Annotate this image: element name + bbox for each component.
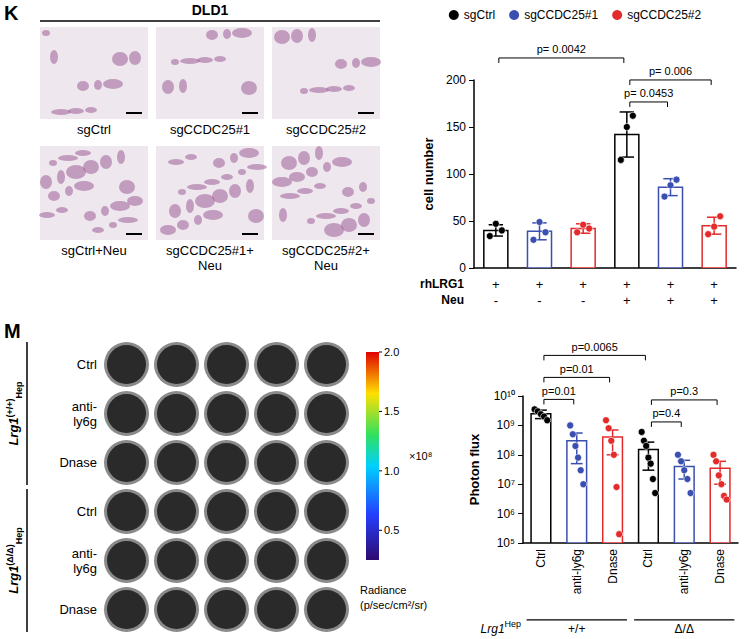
svg-text:anti-: anti-: [72, 546, 97, 561]
svg-text:1.0: 1.0: [384, 465, 399, 477]
svg-text:M: M: [4, 320, 21, 342]
svg-text:+: +: [667, 293, 675, 308]
svg-text:cell number: cell number: [421, 138, 436, 211]
svg-text:Neu: Neu: [198, 258, 222, 273]
svg-text:Lrg1(Δ/Δ)Hep: Lrg1(Δ/Δ)Hep: [5, 527, 24, 594]
svg-text:-: -: [581, 293, 585, 308]
svg-text:-: -: [494, 293, 498, 308]
svg-text:anti-ly6g: anti-ly6g: [570, 549, 584, 594]
svg-text:(p/sec/cm²/sr): (p/sec/cm²/sr): [360, 599, 427, 611]
svg-text:50: 50: [453, 214, 467, 228]
svg-text:Ctrl: Ctrl: [641, 549, 655, 568]
svg-text:sgCCDC25#2: sgCCDC25#2: [286, 122, 366, 137]
svg-text:10⁸: 10⁸: [497, 448, 515, 462]
svg-text:+: +: [623, 293, 631, 308]
svg-text:-: -: [537, 293, 541, 308]
svg-text:0: 0: [459, 261, 466, 275]
svg-text:sgCCDC25#2+: sgCCDC25#2+: [282, 243, 370, 258]
svg-text:sgCCDC25#1+: sgCCDC25#1+: [166, 243, 254, 258]
svg-text:+: +: [579, 277, 587, 292]
svg-text:p= 0.0453: p= 0.0453: [624, 87, 673, 99]
svg-text:sgCtrl+Neu: sgCtrl+Neu: [61, 243, 126, 258]
svg-text:×10⁸: ×10⁸: [409, 450, 432, 462]
svg-text:Photon flux: Photon flux: [467, 433, 482, 505]
svg-text:p=0.01: p=0.01: [560, 363, 594, 375]
svg-text:Hep: Hep: [505, 619, 522, 629]
svg-text:K: K: [4, 2, 19, 24]
svg-text:10⁶: 10⁶: [497, 507, 515, 521]
svg-text:p=0.3: p=0.3: [670, 385, 698, 397]
svg-text:0.5: 0.5: [384, 524, 399, 536]
svg-text:anti-: anti-: [72, 399, 97, 414]
svg-text:10⁹: 10⁹: [497, 418, 516, 432]
svg-text:ly6g: ly6g: [73, 414, 97, 429]
svg-text:p=0.4: p=0.4: [652, 407, 680, 419]
svg-text:Dnase: Dnase: [59, 602, 97, 617]
svg-text:200: 200: [446, 73, 466, 87]
svg-text:Lrg1: Lrg1: [481, 622, 505, 636]
svg-text:p= 0.006: p= 0.006: [649, 65, 692, 77]
svg-text:100: 100: [446, 167, 466, 181]
svg-text:Dnase: Dnase: [713, 549, 727, 584]
svg-text:+: +: [623, 277, 631, 292]
svg-text:2.0: 2.0: [384, 346, 399, 358]
svg-text:Dnase: Dnase: [59, 455, 97, 470]
svg-text:rhLRG1: rhLRG1: [420, 277, 464, 291]
svg-text:sgCtrl: sgCtrl: [464, 8, 495, 22]
svg-text:sgCCDC25#1: sgCCDC25#1: [524, 8, 598, 22]
svg-text:Lrg1(+/+)Hep: Lrg1(+/+)Hep: [5, 381, 24, 446]
svg-text:Radiance: Radiance: [360, 584, 406, 596]
svg-text:+: +: [710, 293, 718, 308]
svg-text:DLD1: DLD1: [192, 2, 229, 18]
svg-text:+: +: [536, 277, 544, 292]
svg-text:p=0.0065: p=0.0065: [572, 341, 618, 353]
svg-text:sgCCDC25#2: sgCCDC25#2: [627, 8, 701, 22]
svg-text:Ctrl: Ctrl: [77, 504, 97, 519]
svg-text:sgCCDC25#1: sgCCDC25#1: [170, 122, 250, 137]
svg-text:sgCtrl: sgCtrl: [77, 122, 111, 137]
svg-text:anti-ly6g: anti-ly6g: [677, 549, 691, 594]
svg-text:+: +: [492, 277, 500, 292]
svg-text:ly6g: ly6g: [73, 561, 97, 576]
svg-text:1.5: 1.5: [384, 405, 399, 417]
svg-text:10¹⁰: 10¹⁰: [494, 389, 515, 403]
svg-text:+/+: +/+: [568, 622, 585, 636]
svg-text:Neu: Neu: [441, 293, 464, 307]
svg-text:Ctrl: Ctrl: [77, 357, 97, 372]
svg-text:Neu: Neu: [314, 258, 338, 273]
svg-text:+: +: [667, 277, 675, 292]
svg-text:Δ/Δ: Δ/Δ: [675, 622, 694, 636]
svg-text:10⁵: 10⁵: [497, 536, 515, 550]
svg-text:10⁷: 10⁷: [497, 477, 515, 491]
svg-text:Ctrl: Ctrl: [534, 549, 548, 568]
svg-text:Dnase: Dnase: [606, 549, 620, 584]
svg-text:p= 0.0042: p= 0.0042: [537, 43, 586, 55]
svg-text:+: +: [710, 277, 718, 292]
svg-text:p=0.01: p=0.01: [542, 385, 576, 397]
svg-text:150: 150: [446, 120, 466, 134]
